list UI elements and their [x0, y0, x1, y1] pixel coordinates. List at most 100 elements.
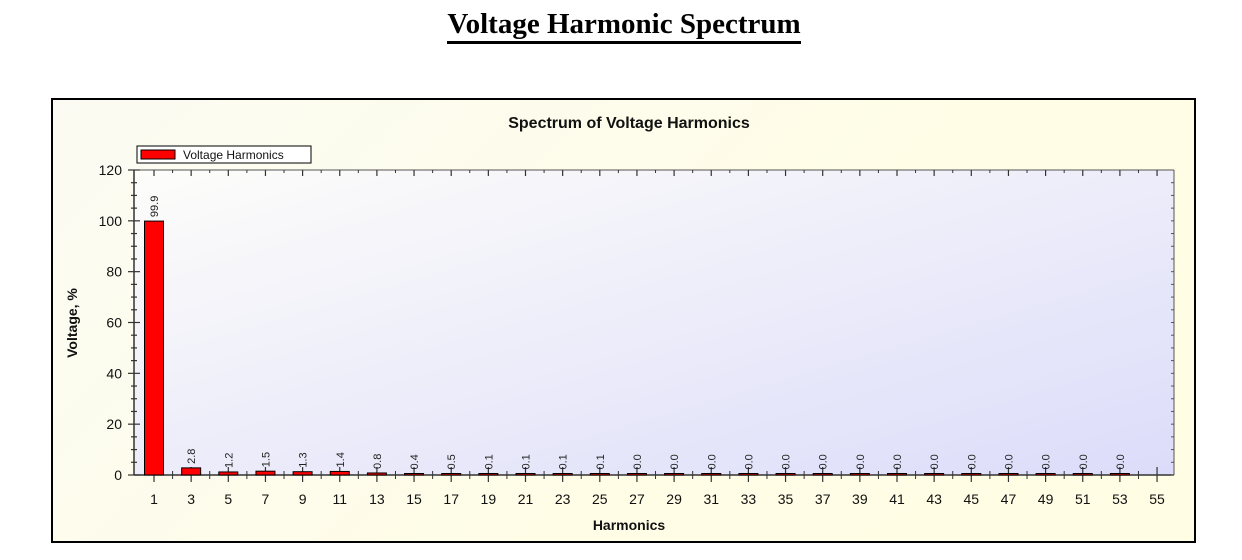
x-tick-label: 11: [332, 491, 347, 507]
x-tick-label: 7: [262, 491, 270, 507]
bar-harmonic-45: [961, 473, 982, 476]
bar-harmonic-37: [812, 473, 833, 476]
data-label: 0.1: [483, 454, 495, 469]
x-tick-label: 53: [1112, 491, 1128, 507]
legend-swatch: [140, 149, 176, 160]
data-label: 0.1: [521, 454, 533, 469]
x-tick-label: 45: [964, 491, 980, 507]
x-tick-label: 13: [369, 491, 385, 507]
x-tick-label: 3: [187, 491, 195, 507]
x-tick-label: 37: [815, 491, 831, 507]
data-label: 0.0: [892, 454, 904, 469]
x-tick-label: 23: [555, 491, 571, 507]
y-tick-label: 20: [106, 416, 122, 432]
bar-harmonic-23: [552, 473, 573, 476]
data-label: 0.0: [706, 454, 718, 469]
legend: Voltage Harmonics: [136, 145, 312, 164]
data-label: 0.0: [743, 454, 755, 469]
x-tick-label: 15: [406, 491, 422, 507]
data-label: 0.1: [595, 454, 607, 469]
data-label: 0.0: [1078, 454, 1090, 469]
data-label: 0.0: [669, 454, 681, 469]
data-label: 0.0: [1041, 454, 1053, 469]
data-label: 0.0: [929, 454, 941, 469]
x-tick-label: 9: [299, 491, 307, 507]
data-label: 0.1: [558, 454, 570, 469]
data-label: 0.4: [409, 454, 421, 469]
data-label: 1.3: [298, 452, 310, 467]
chart-panel: Spectrum of Voltage Harmonics Voltage Ha…: [51, 98, 1196, 543]
data-label: 0.0: [781, 454, 793, 469]
data-label: 0.5: [446, 454, 458, 469]
bar-harmonic-9: [292, 471, 313, 476]
chart-title: Spectrum of Voltage Harmonics: [508, 115, 750, 132]
y-tick-label: 60: [106, 315, 122, 331]
x-axis-label: Harmonics: [593, 517, 666, 533]
page-title: Voltage Harmonic Spectrum: [0, 8, 1242, 44]
bar-harmonic-51: [1072, 473, 1093, 476]
x-tick-label: 47: [1001, 491, 1017, 507]
y-tick-label: 40: [106, 365, 122, 381]
x-tick-label: 17: [443, 491, 459, 507]
bar-harmonic-1: [144, 220, 164, 476]
data-label: 0.0: [1115, 454, 1127, 469]
data-label: 0.0: [632, 454, 644, 469]
data-label: 0.0: [966, 454, 978, 469]
bar-harmonic-33: [738, 473, 759, 476]
bar-harmonic-3: [181, 467, 202, 476]
data-label: 1.4: [335, 452, 347, 467]
bar-harmonic-7: [255, 470, 276, 476]
bar-harmonic-5: [218, 471, 239, 476]
bar-harmonic-41: [887, 473, 907, 476]
y-tick-label: 120: [99, 162, 123, 178]
x-tick-label: 51: [1075, 491, 1091, 507]
bar-harmonic-19: [478, 473, 499, 476]
data-label: 1.5: [260, 452, 272, 467]
bar-harmonic-13: [366, 472, 387, 476]
bar-harmonic-27: [626, 473, 647, 476]
x-tick-label: 33: [741, 491, 757, 507]
bar-chart: Spectrum of Voltage Harmonics Voltage Ha…: [64, 115, 1175, 533]
y-axis-label: Voltage, %: [64, 288, 80, 358]
bar-harmonic-31: [701, 473, 722, 476]
bar-harmonic-15: [404, 473, 425, 476]
bar-harmonic-43: [924, 473, 945, 476]
x-tick-label: 35: [778, 491, 794, 507]
bar-harmonic-47: [998, 473, 1019, 476]
x-tick-label: 19: [481, 491, 497, 507]
data-label: 2.8: [186, 449, 198, 464]
x-tick-label: 1: [150, 491, 158, 507]
bar-harmonic-17: [441, 473, 462, 476]
y-tick-label: 80: [106, 264, 122, 280]
x-tick-label: 31: [703, 491, 719, 507]
bars: [144, 220, 1130, 476]
x-tick-label: 43: [926, 491, 942, 507]
data-label: 99.9: [149, 196, 161, 217]
data-labels: 99.9 2.8 1.2 1.5 1.3 1.4 0.8 0.4 0.5 0.1 0.1 0.1 0.1…: [149, 196, 1127, 470]
x-tick-label: 27: [629, 491, 645, 507]
y-tick-label: 100: [99, 213, 123, 229]
data-label: 1.2: [223, 453, 235, 468]
plot-area: [134, 170, 1174, 475]
bar-harmonic-53: [1109, 473, 1130, 476]
data-label: 0.0: [1003, 454, 1015, 469]
page-title-text: Voltage Harmonic Spectrum: [447, 8, 801, 44]
bar-harmonic-21: [515, 473, 536, 476]
bar-harmonic-11: [329, 470, 350, 476]
bar-harmonic-29: [664, 473, 685, 476]
x-tick-label: 21: [518, 491, 534, 507]
data-label: 0.0: [855, 454, 867, 469]
x-tick-label: 25: [592, 491, 608, 507]
x-tick-label: 5: [224, 491, 232, 507]
bar-harmonic-25: [589, 473, 610, 476]
x-tick-label: 39: [852, 491, 868, 507]
x-tick-label: 49: [1038, 491, 1054, 507]
data-label: 0.0: [818, 454, 830, 469]
bar-harmonic-49: [1035, 473, 1056, 476]
bar-harmonic-35: [775, 473, 796, 476]
x-tick-label: 55: [1149, 491, 1165, 507]
legend-label: Voltage Harmonics: [183, 148, 284, 162]
x-tick-label: 29: [666, 491, 682, 507]
data-label: 0.8: [372, 454, 384, 469]
